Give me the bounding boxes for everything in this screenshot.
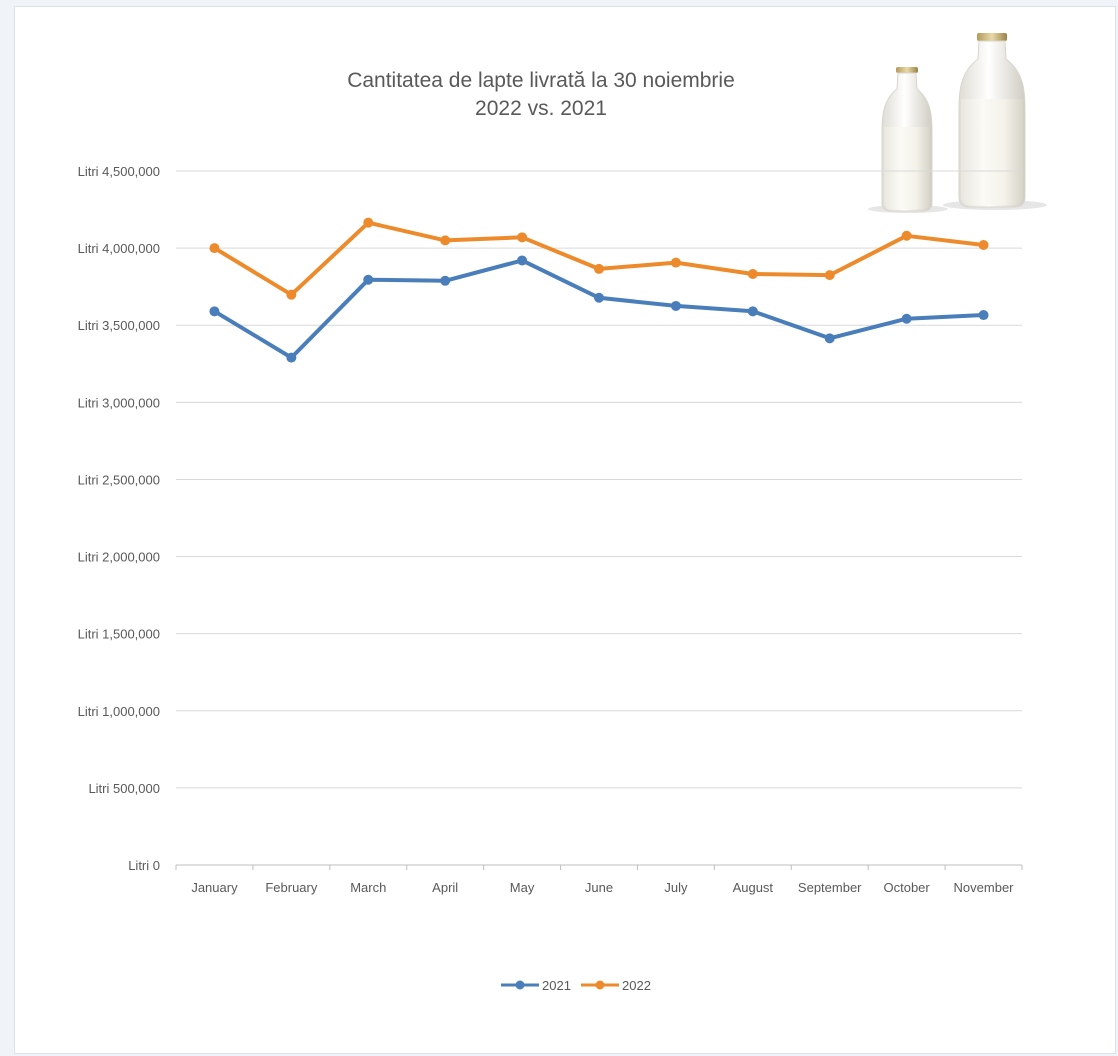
y-tick-label: Litri 0 bbox=[128, 858, 160, 873]
data-point-2022 bbox=[209, 243, 220, 254]
x-tick-label: September bbox=[798, 880, 862, 895]
x-tick-label: August bbox=[733, 880, 774, 895]
line-chart: Cantitatea de lapte livrată la 30 noiemb… bbox=[78, 33, 1047, 993]
data-point-2021 bbox=[594, 292, 604, 303]
data-point-2022 bbox=[594, 263, 604, 274]
data-point-2021 bbox=[286, 352, 297, 363]
series-line-2021 bbox=[212, 258, 986, 360]
data-point-2022 bbox=[440, 235, 451, 246]
x-tick-label: November bbox=[954, 880, 1015, 895]
data-point-2022 bbox=[517, 232, 528, 243]
data-point-2021 bbox=[747, 306, 758, 317]
y-tick-label: Litri 2,500,000 bbox=[78, 472, 160, 487]
x-tick-label: March bbox=[350, 880, 386, 895]
chart-subtitle: 2022 vs. 2021 bbox=[475, 97, 607, 120]
data-point-2022 bbox=[747, 269, 758, 280]
series-2022 bbox=[209, 217, 989, 300]
chart-area: Cantitatea de lapte livrată la 30 noiemb… bbox=[14, 6, 1116, 1054]
data-point-2021 bbox=[440, 275, 451, 286]
x-tick-label: June bbox=[585, 880, 613, 895]
series-line-2022 bbox=[212, 220, 986, 297]
data-point-2022 bbox=[363, 217, 374, 228]
y-tick-label: Litri 500,000 bbox=[88, 781, 160, 796]
chart-title: Cantitatea de lapte livrată la 30 noiemb… bbox=[347, 69, 735, 92]
data-point-2021 bbox=[363, 274, 374, 285]
data-point-2022 bbox=[978, 240, 989, 251]
legend: 2021 2022 bbox=[501, 978, 651, 993]
y-tick-label: Litri 4,500,000 bbox=[78, 164, 160, 179]
data-point-2022 bbox=[901, 230, 912, 241]
y-tick-label: Litri 1,500,000 bbox=[78, 627, 160, 642]
legend-item-2021: 2021 bbox=[501, 978, 571, 993]
data-point-2022 bbox=[824, 270, 835, 281]
milk-bottles-image bbox=[868, 33, 1047, 213]
x-tick-label: May bbox=[510, 880, 535, 895]
y-tick-label: Litri 3,500,000 bbox=[78, 318, 160, 333]
x-tick-label: February bbox=[265, 880, 318, 895]
data-point-2021 bbox=[670, 300, 681, 311]
y-tick-label: Litri 1,000,000 bbox=[78, 704, 160, 719]
y-tick-label: Litri 2,000,000 bbox=[78, 550, 160, 565]
data-point-2021 bbox=[901, 313, 912, 324]
data-point-2022 bbox=[286, 289, 297, 300]
legend-label-2021: 2021 bbox=[542, 978, 571, 993]
data-point-2021 bbox=[209, 306, 220, 317]
data-point-2021 bbox=[824, 333, 835, 344]
x-tick-label: April bbox=[432, 880, 458, 895]
data-point-2021 bbox=[517, 255, 528, 266]
x-tick-label: January bbox=[191, 880, 238, 895]
legend-label-2022: 2022 bbox=[622, 978, 651, 993]
series-2021 bbox=[209, 255, 989, 363]
y-tick-label: Litri 3,000,000 bbox=[78, 395, 160, 410]
data-point-2021 bbox=[978, 310, 989, 321]
x-tick-label: October bbox=[884, 880, 931, 895]
y-tick-label: Litri 4,000,000 bbox=[78, 241, 160, 256]
legend-item-2022: 2022 bbox=[581, 978, 651, 993]
data-point-2022 bbox=[670, 257, 681, 268]
x-tick-label: July bbox=[664, 880, 688, 895]
